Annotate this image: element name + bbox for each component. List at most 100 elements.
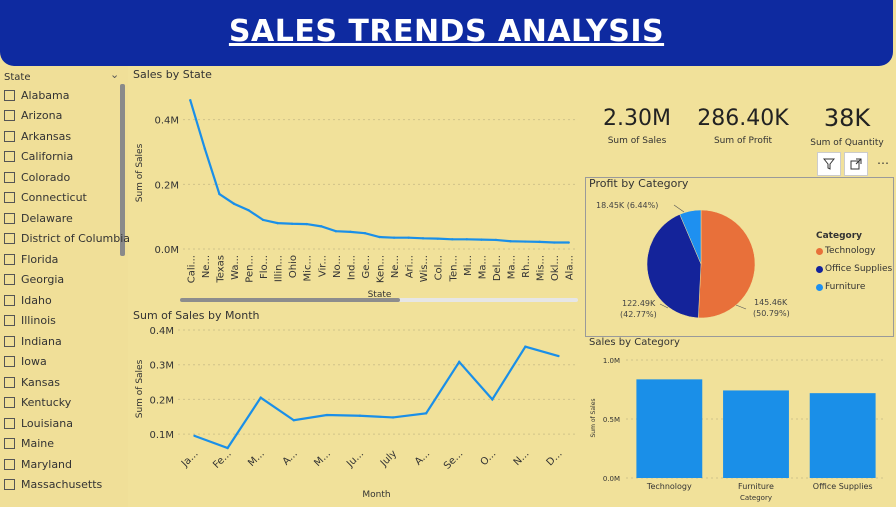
checkbox[interactable] — [4, 376, 15, 388]
sales-by-month-chart[interactable]: 0.1M 0.2M 0.3M 0.4M Ja... Fe... M... A... M... Ju… — [128, 322, 580, 504]
slicer-item[interactable]: Delaware — [4, 210, 73, 226]
y-tick-label: 0.3M — [149, 361, 174, 372]
slicer-item[interactable]: Massachusetts — [4, 477, 102, 493]
x-tick-label: Mic... — [303, 255, 314, 281]
y-tick-label: 0.0M — [603, 475, 620, 483]
leader-line — [735, 304, 747, 310]
data-point — [538, 240, 541, 244]
data-point — [203, 147, 207, 150]
slicer-item[interactable]: Colorado — [4, 169, 70, 185]
data-point — [261, 218, 265, 222]
profit-by-category-chart[interactable]: 145.46K (50.79%) 122.49K (42.77%) 18.45K (6.… — [586, 190, 816, 330]
x-tick-label: Ja... — [179, 448, 201, 470]
checkbox[interactable] — [4, 458, 15, 470]
legend-item-office-supplies[interactable]: Office Supplies — [816, 264, 892, 274]
kpi-sales-value: 2.30M — [603, 106, 671, 131]
checkbox[interactable] — [4, 212, 15, 224]
data-point — [325, 413, 329, 417]
checkbox[interactable] — [4, 151, 15, 162]
pie-slice-office-supplies — [646, 214, 702, 319]
data-point — [458, 360, 461, 364]
checkbox[interactable] — [4, 192, 15, 203]
chevron-down-icon[interactable]: ⌄ — [110, 68, 120, 81]
slicer-item-label: Maryland — [21, 457, 73, 471]
x-tick-label: Ge... — [361, 255, 372, 278]
leader-line — [659, 303, 669, 309]
slicer-item[interactable]: Maryland — [4, 456, 72, 472]
kpi-profit-value: 286.40K — [697, 106, 789, 131]
slicer-item[interactable]: Florida — [4, 251, 58, 267]
slicer-item[interactable]: Kentucky — [4, 395, 71, 411]
checkbox[interactable] — [4, 479, 15, 490]
x-tick-label: N... — [512, 448, 532, 468]
slicer-item[interactable]: District of Columbia — [4, 231, 130, 247]
checkbox[interactable] — [4, 130, 15, 142]
checkbox[interactable] — [4, 356, 15, 367]
checkbox[interactable] — [4, 171, 15, 183]
checkbox[interactable] — [4, 417, 15, 429]
x-tick-label: Mi... — [463, 255, 474, 276]
x-tick-label: Wa... — [230, 255, 241, 280]
slicer-item[interactable]: Idaho — [4, 292, 52, 308]
filter-icon[interactable] — [817, 152, 841, 176]
slicer-item-label: Georgia — [21, 273, 65, 286]
checkbox[interactable] — [4, 110, 15, 121]
more-options-icon[interactable]: ⋯ — [877, 156, 889, 170]
slicer-item[interactable]: Louisiana — [4, 415, 73, 431]
slicer-item-label: Florida — [21, 252, 59, 266]
data-point — [552, 241, 556, 244]
pie-legend-title: Category — [816, 231, 863, 241]
checkbox[interactable] — [4, 89, 15, 101]
data-point — [465, 238, 469, 241]
checkbox[interactable] — [4, 315, 15, 326]
slicer-item[interactable]: Arizona — [4, 108, 62, 124]
legend-item-technology[interactable]: Technology — [816, 246, 875, 256]
slicer-item-label: Connecticut — [21, 191, 87, 204]
legend-item-furniture[interactable]: Furniture — [816, 282, 865, 292]
focus-mode-icon[interactable] — [844, 152, 868, 176]
slicer-scrollbar[interactable] — [120, 84, 125, 256]
checkbox[interactable] — [4, 294, 15, 306]
series-line — [194, 345, 559, 450]
slicer-item[interactable]: Georgia — [4, 272, 64, 288]
title-banner: SALES TRENDS ANALYSIS — [0, 0, 893, 66]
data-point — [557, 354, 560, 358]
data-point — [189, 99, 192, 102]
slicer-item-label: Iowa — [21, 355, 47, 368]
slicer-item[interactable]: Maine — [4, 436, 54, 452]
slicer-item[interactable]: Arkansas — [4, 128, 71, 144]
x-tick-label: Pen... — [245, 255, 256, 283]
slicer-item[interactable]: Indiana — [4, 333, 62, 349]
state-slicer: State ⌄ Alabama Arizona Arkansas California… — [0, 66, 130, 507]
checkbox[interactable] — [4, 335, 15, 347]
data-point — [193, 434, 196, 438]
slicer-item[interactable]: Alabama — [4, 87, 70, 103]
y-axis-label: Sum of Sales — [590, 398, 597, 437]
slicer-item[interactable]: Connecticut — [4, 190, 87, 206]
x-tick-label: Ala... — [565, 255, 576, 280]
slicer-item[interactable]: Illinois — [4, 313, 56, 329]
kpi-quantity-label: Sum of Quantity — [810, 138, 884, 148]
sales-by-category-chart[interactable]: 0.0M 0.5M 1.0M Technology Furniture Office Su… — [586, 350, 894, 503]
slicer-item-label: Massachusetts — [21, 478, 103, 491]
checkbox[interactable] — [4, 438, 15, 449]
checkbox[interactable] — [4, 274, 15, 285]
y-tick-label: 0.0M — [154, 245, 179, 256]
data-point — [334, 230, 338, 233]
checkbox[interactable] — [4, 233, 15, 244]
y-tick-label: 0.2M — [149, 395, 174, 406]
x-tick-label: Rh... — [521, 255, 532, 278]
slicer-item[interactable]: California — [4, 149, 73, 165]
slicer-item[interactable]: Iowa — [4, 354, 47, 370]
checkbox[interactable] — [4, 253, 15, 265]
slicer-item-label: Indiana — [21, 334, 62, 348]
slicer-item-label: Delaware — [21, 211, 73, 225]
series-line — [189, 99, 569, 244]
data-point — [320, 225, 323, 228]
checkbox[interactable] — [4, 397, 15, 408]
data-point — [491, 398, 494, 401]
bar — [809, 393, 876, 478]
data-point — [567, 241, 570, 244]
slicer-item[interactable]: Kansas — [4, 374, 60, 390]
